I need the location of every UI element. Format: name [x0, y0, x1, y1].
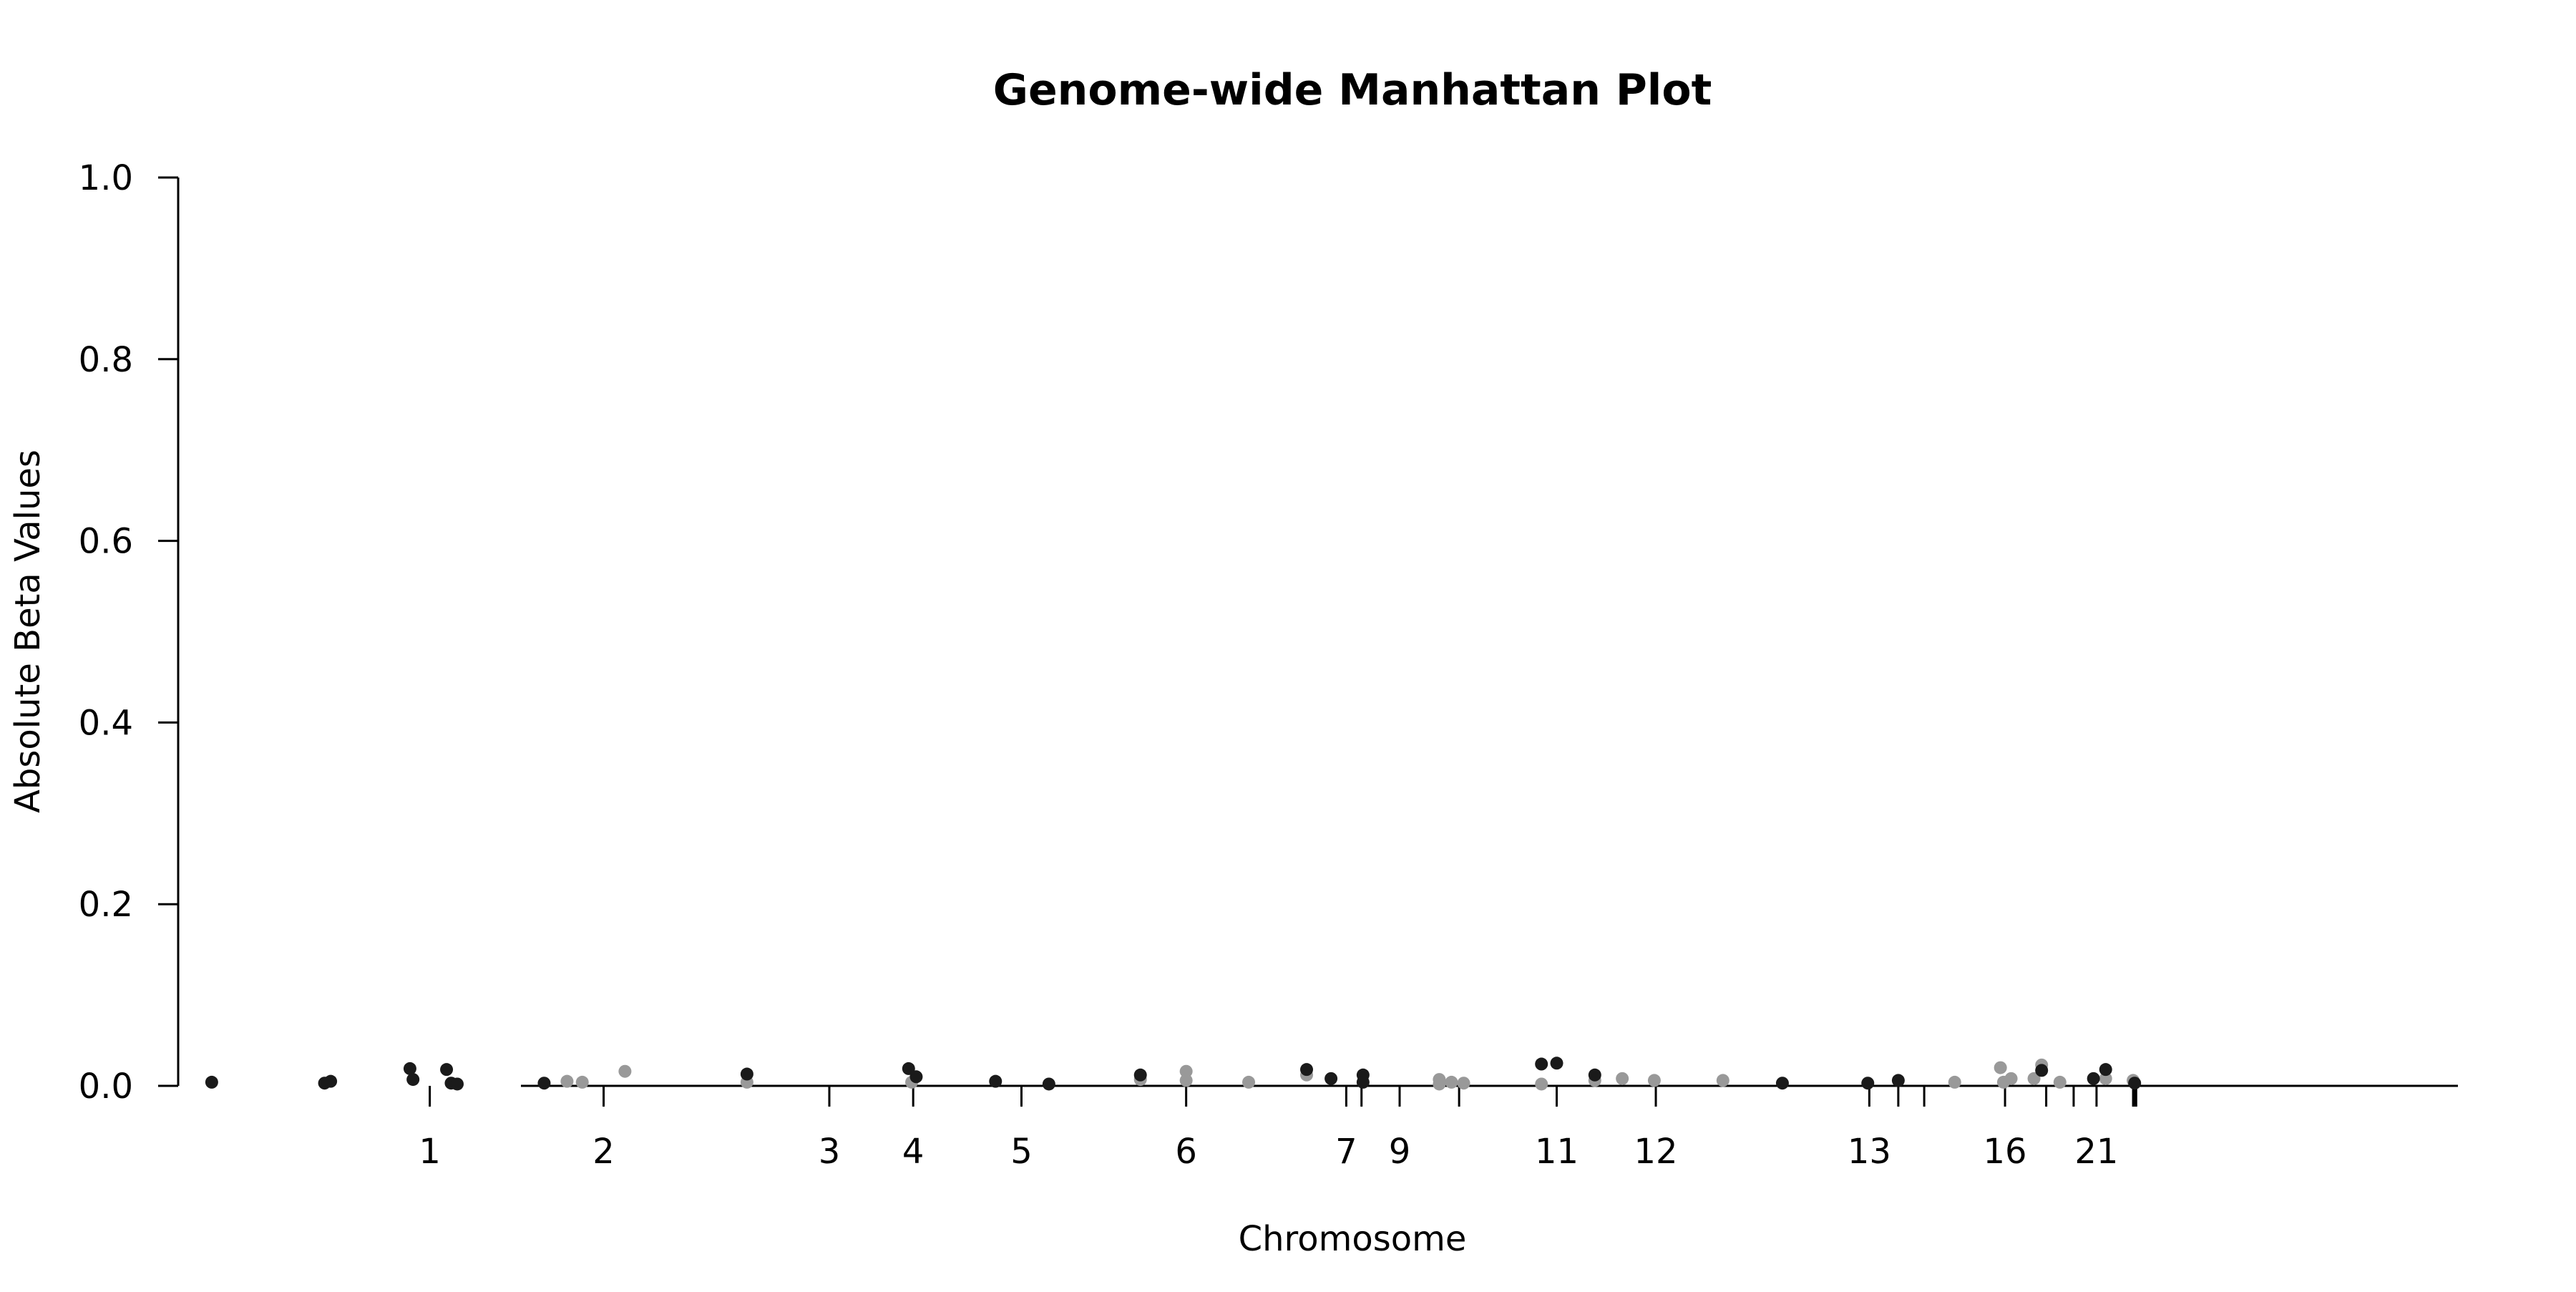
- data-point: [1179, 1074, 1193, 1087]
- data-point: [1535, 1057, 1548, 1071]
- chart-title: Genome-wide Manhattan Plot: [993, 65, 1712, 115]
- data-point: [1133, 1068, 1147, 1082]
- x-tick-label: 2: [592, 1132, 615, 1172]
- data-point: [2035, 1064, 2049, 1077]
- data-point: [909, 1070, 923, 1084]
- x-tick-label: 4: [902, 1132, 924, 1172]
- data-point: [560, 1074, 574, 1088]
- data-point: [2087, 1072, 2100, 1085]
- data-point: [1445, 1075, 1458, 1089]
- data-point: [450, 1077, 464, 1091]
- data-point: [2099, 1072, 2112, 1085]
- y-axis-ticks: 0.0 0.2 0.4 0.6 0.8 1.0: [79, 158, 178, 1107]
- data-point: [2027, 1072, 2041, 1085]
- data-point: [1647, 1074, 1661, 1087]
- data-point: [1324, 1072, 1338, 1085]
- x-axis-label: Chromosome: [1239, 1219, 1467, 1259]
- x-tick-label: 11: [1535, 1132, 1579, 1172]
- data-point: [1861, 1077, 1875, 1090]
- data-point: [1300, 1063, 1314, 1077]
- data-point: [406, 1073, 420, 1087]
- x-tick-label: 9: [1389, 1132, 1411, 1172]
- x-tick-label: 3: [819, 1132, 841, 1172]
- data-point: [1457, 1077, 1470, 1090]
- data-point: [1994, 1061, 2007, 1074]
- data-point: [1891, 1074, 1905, 1087]
- y-tick-label: 0.8: [79, 340, 133, 380]
- y-tick-label: 0.4: [79, 703, 133, 743]
- data-points: [205, 1057, 2142, 1091]
- data-point: [1242, 1075, 1256, 1089]
- x-tick-label: 1: [419, 1132, 441, 1172]
- data-point: [2053, 1075, 2067, 1089]
- data-point: [1550, 1057, 1563, 1070]
- data-point: [2004, 1072, 2018, 1085]
- x-tick-label: 12: [1634, 1132, 1678, 1172]
- data-point: [740, 1067, 753, 1081]
- x-tick-label: 7: [1335, 1132, 1357, 1172]
- data-point: [1948, 1075, 1961, 1089]
- data-point: [1775, 1077, 1789, 1090]
- x-tick-label: 13: [1848, 1132, 1891, 1172]
- x-tick-label: 5: [1010, 1132, 1033, 1172]
- data-point: [1356, 1075, 1370, 1089]
- y-tick-label: 0.0: [79, 1067, 133, 1107]
- data-point: [1588, 1068, 1601, 1082]
- data-point: [205, 1075, 218, 1089]
- data-point: [324, 1074, 338, 1088]
- data-point: [2128, 1077, 2142, 1090]
- x-tick-label: 6: [1175, 1132, 1197, 1172]
- data-point: [1433, 1077, 1446, 1091]
- y-axis-label: Absolute Beta Values: [8, 450, 48, 813]
- y-tick-label: 0.6: [79, 522, 133, 562]
- data-point: [1179, 1064, 1193, 1078]
- data-point: [1616, 1072, 1629, 1085]
- y-tick-label: 1.0: [79, 158, 133, 198]
- data-point: [989, 1074, 1002, 1088]
- data-point: [2099, 1063, 2112, 1077]
- data-point: [618, 1064, 632, 1078]
- data-point: [1716, 1074, 1729, 1087]
- data-point: [537, 1077, 551, 1090]
- x-tick-label: 21: [2074, 1132, 2118, 1172]
- y-tick-label: 0.2: [79, 885, 133, 925]
- data-point: [1042, 1077, 1055, 1091]
- x-axis-ticks: 1 2 3 4 5 6 7 9 11 12 13 16 21: [419, 1086, 2137, 1172]
- data-point: [440, 1063, 454, 1077]
- data-point: [403, 1062, 416, 1075]
- data-point: [902, 1062, 915, 1075]
- data-point: [575, 1075, 589, 1089]
- x-tick-label: 16: [1984, 1132, 2027, 1172]
- data-point: [1535, 1077, 1548, 1091]
